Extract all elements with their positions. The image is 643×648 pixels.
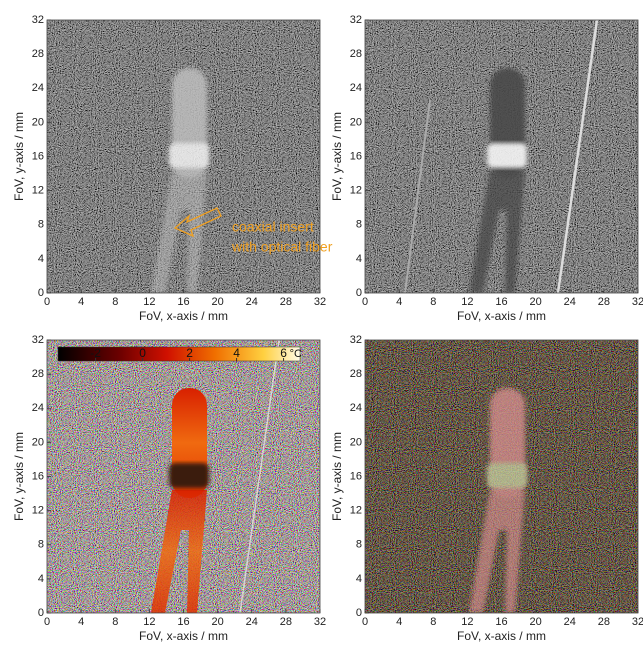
y-tick-label: 28 xyxy=(32,368,44,380)
x-tick-label: 12 xyxy=(143,296,155,308)
x-tick-label: 4 xyxy=(396,616,402,628)
x-tick-label: 8 xyxy=(430,296,436,308)
x-tick-label: 24 xyxy=(246,616,258,628)
y-tick-label: 8 xyxy=(38,219,44,231)
y-axis-label: FoV, y-axis / mm xyxy=(12,112,26,201)
y-tick-label: 16 xyxy=(32,150,44,162)
x-tick-label: 20 xyxy=(212,296,224,308)
x-tick-label: 16 xyxy=(495,296,507,308)
y-tick-label: 0 xyxy=(356,607,362,619)
probe-band xyxy=(487,463,527,488)
x-tick-label: 16 xyxy=(177,296,189,308)
y-tick-label: 24 xyxy=(350,82,362,94)
x-tick-label: 32 xyxy=(632,296,643,308)
y-tick-label: 4 xyxy=(38,573,44,585)
x-axis-label: FoV, x-axis / mm xyxy=(139,629,228,643)
colorbar-tick-label: 2 xyxy=(186,346,193,360)
y-axis-label: FoV, y-axis / mm xyxy=(330,432,344,521)
y-tick-label: 28 xyxy=(350,368,362,380)
x-axis-label: FoV, x-axis / mm xyxy=(139,309,228,323)
y-axis-label: FoV, y-axis / mm xyxy=(330,112,344,201)
y-tick-label: 32 xyxy=(350,14,362,26)
x-tick-label: 8 xyxy=(430,616,436,628)
y-tick-label: 16 xyxy=(32,470,44,482)
y-tick-label: 4 xyxy=(356,253,362,265)
x-tick-label: 12 xyxy=(461,296,473,308)
y-tick-label: 32 xyxy=(32,14,44,26)
y-tick-label: 8 xyxy=(38,539,44,551)
x-tick-label: 20 xyxy=(530,296,542,308)
y-tick-label: 24 xyxy=(350,402,362,414)
x-tick-label: 0 xyxy=(362,616,368,628)
x-tick-label: 32 xyxy=(632,616,643,628)
probe-band xyxy=(169,463,209,488)
x-tick-label: 0 xyxy=(44,296,50,308)
colorbar-tick-label: 6 xyxy=(280,346,287,360)
y-tick-label: 12 xyxy=(350,505,362,517)
y-tick-label: 16 xyxy=(350,470,362,482)
y-tick-label: 4 xyxy=(38,253,44,265)
y-tick-label: 12 xyxy=(32,505,44,517)
image-panel xyxy=(365,20,638,293)
y-tick-label: 12 xyxy=(32,185,44,197)
x-tick-label: 4 xyxy=(78,616,84,628)
colorbar-tick-label: 0 xyxy=(139,346,146,360)
probe-band xyxy=(487,143,527,168)
x-tick-label: 28 xyxy=(598,616,610,628)
x-axis-label: FoV, x-axis / mm xyxy=(457,629,546,643)
y-tick-label: 28 xyxy=(32,48,44,60)
x-tick-label: 24 xyxy=(564,616,576,628)
x-axis-label: FoV, x-axis / mm xyxy=(457,309,546,323)
x-tick-label: 12 xyxy=(461,616,473,628)
x-tick-label: 0 xyxy=(44,616,50,628)
y-tick-label: 20 xyxy=(350,116,362,128)
colorbar-tick-label: 4 xyxy=(233,346,240,360)
colorbar-label: °C xyxy=(290,348,302,360)
x-tick-label: 0 xyxy=(362,296,368,308)
x-tick-label: 32 xyxy=(314,296,326,308)
y-tick-label: 4 xyxy=(356,573,362,585)
y-tick-label: 32 xyxy=(350,334,362,346)
y-tick-label: 24 xyxy=(32,82,44,94)
y-tick-label: 20 xyxy=(32,436,44,448)
x-tick-label: 20 xyxy=(530,616,542,628)
y-tick-label: 20 xyxy=(32,116,44,128)
x-tick-label: 4 xyxy=(396,296,402,308)
x-tick-label: 32 xyxy=(314,616,326,628)
x-tick-label: 24 xyxy=(564,296,576,308)
x-tick-label: 16 xyxy=(177,616,189,628)
y-tick-label: 8 xyxy=(356,219,362,231)
x-tick-label: 8 xyxy=(112,616,118,628)
x-tick-label: 12 xyxy=(143,616,155,628)
x-tick-label: 20 xyxy=(212,616,224,628)
x-tick-label: 8 xyxy=(112,296,118,308)
x-tick-label: 28 xyxy=(280,616,292,628)
y-tick-label: 24 xyxy=(32,402,44,414)
y-tick-label: 0 xyxy=(38,287,44,299)
y-tick-label: 20 xyxy=(350,436,362,448)
y-axis-label: FoV, y-axis / mm xyxy=(12,432,26,521)
figure: 048121620242832048121620242832FoV, x-axi… xyxy=(0,0,643,648)
annotation: with optical fiber xyxy=(231,239,333,255)
y-tick-label: 28 xyxy=(350,48,362,60)
x-tick-label: 4 xyxy=(78,296,84,308)
y-tick-label: 0 xyxy=(38,607,44,619)
y-tick-label: 16 xyxy=(350,150,362,162)
y-tick-label: 12 xyxy=(350,185,362,197)
image-panel xyxy=(365,340,638,613)
annotation: coaxial insert xyxy=(232,219,314,235)
x-tick-label: 28 xyxy=(598,296,610,308)
colorbar-tick-label: -2 xyxy=(90,346,101,360)
x-tick-label: 28 xyxy=(280,296,292,308)
y-tick-label: 32 xyxy=(32,334,44,346)
image-panel xyxy=(47,340,320,613)
x-tick-label: 24 xyxy=(246,296,258,308)
y-tick-label: 0 xyxy=(356,287,362,299)
probe-band xyxy=(169,143,209,168)
y-tick-label: 8 xyxy=(356,539,362,551)
x-tick-label: 16 xyxy=(495,616,507,628)
